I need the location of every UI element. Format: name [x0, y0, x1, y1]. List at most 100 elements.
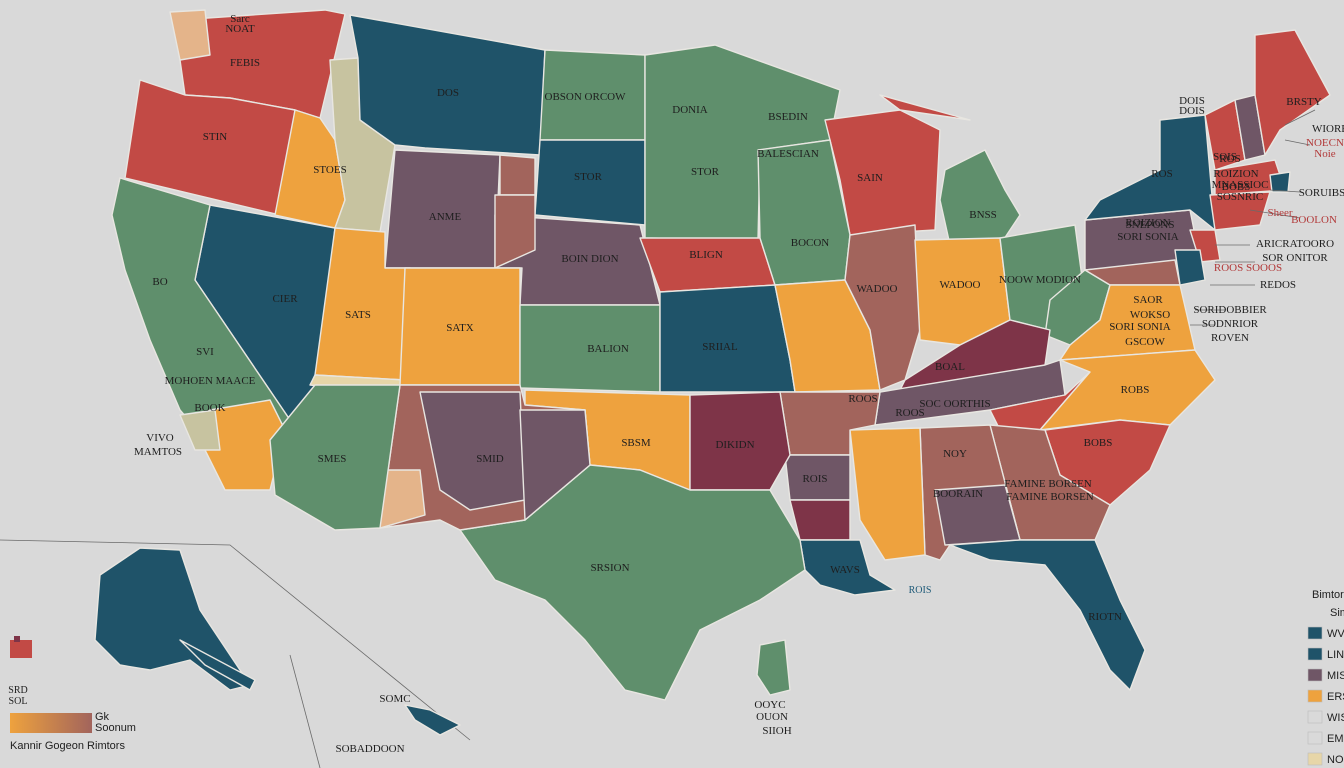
- label-tx: SRSION: [590, 562, 629, 574]
- legend-right-label: ERS: [1327, 691, 1344, 703]
- callout-12: SORIDOBBIER: [1193, 304, 1267, 316]
- legend-gradient-bar: [10, 713, 92, 733]
- state-ak[interactable]: [94, 547, 251, 691]
- legend-right-label: LIN: [1327, 649, 1344, 661]
- state-mi[interactable]: [939, 149, 1021, 246]
- state-ms[interactable]: [849, 427, 926, 561]
- state-me[interactable]: [1254, 29, 1331, 156]
- label-ar2: ROIS: [802, 473, 827, 485]
- label-ny: ROS: [1151, 168, 1172, 180]
- callouts: WIORE NOECN Noie SOIS SORUIBS Sheer BOOL…: [1126, 109, 1344, 344]
- label-nd: OBSON ORCOW: [545, 91, 627, 103]
- state-ny[interactable]: [1084, 114, 1216, 231]
- label-ca-n: BO: [152, 276, 167, 288]
- label-me: BRSTY: [1286, 96, 1322, 108]
- state-mt[interactable]: [349, 14, 546, 156]
- label-ut: SATS: [345, 309, 371, 321]
- states-layer: [111, 9, 1331, 701]
- legend-right-swatch: [1307, 689, 1323, 703]
- legend-right-swatch: [1307, 626, 1323, 640]
- label-ca: BOOK: [194, 402, 225, 414]
- label-co: SATX: [446, 322, 474, 334]
- callout-15: SNEPONS: [1126, 219, 1175, 231]
- callout-7: BOOLON: [1291, 214, 1337, 226]
- callout-9: SOR ONITOR: [1262, 252, 1328, 264]
- callout-6: Sheer: [1267, 207, 1292, 219]
- label-ar: DIKIDN: [715, 439, 754, 451]
- legend-right-label: NOE: [1327, 754, 1344, 766]
- label-la: WAVS: [830, 564, 860, 576]
- callout-3: Noie: [1314, 148, 1336, 160]
- label-ma3: BOBS: [1222, 181, 1251, 193]
- label-ky: BOAL: [935, 361, 965, 373]
- label-pr3: SIIOH: [762, 725, 791, 737]
- callout-line-2: [1284, 139, 1311, 146]
- state-tx[interactable]: [459, 464, 806, 701]
- label-or: STIN: [203, 131, 228, 143]
- state-ca-sw: [179, 409, 221, 451]
- label-ca-w: SVI: [196, 346, 214, 358]
- label-wa-top2: NOAT: [225, 23, 255, 35]
- callout-4: SOIS: [1213, 151, 1237, 163]
- legend-swatch-wine: [14, 636, 20, 642]
- label-sd: STOR: [574, 171, 603, 183]
- label-nc: ROBS: [1121, 384, 1150, 396]
- label-hi: SOMC: [379, 693, 410, 705]
- legend-right-swatch: [1307, 710, 1323, 724]
- state-ok-e: [689, 391, 791, 491]
- legend-right-swatch: [1307, 668, 1323, 682]
- label-ms: NOY: [943, 448, 967, 460]
- state-fl[interactable]: [949, 539, 1146, 691]
- label-sd2: STOR: [691, 166, 720, 178]
- hawaii-inset: [404, 704, 461, 736]
- label-wi2: WADOO: [857, 283, 898, 295]
- label-wa-top: Sarc: [230, 13, 250, 25]
- state-la[interactable]: [799, 539, 896, 596]
- legend-left-label2: Soonum: [95, 722, 136, 734]
- label-pa: ROIZION: [1125, 217, 1170, 229]
- label-ia: BLIGN: [689, 249, 723, 261]
- label-fl: RIOTN: [1088, 611, 1122, 623]
- label-ga2: FAMINE BORSEN: [1006, 491, 1094, 503]
- callout-1: WIORE: [1312, 123, 1344, 135]
- callout-13: SODNRIOR: [1202, 318, 1259, 330]
- alaska-inset: [94, 547, 256, 691]
- state-nm-c: [419, 391, 526, 511]
- label-nv: CIER: [272, 293, 298, 305]
- label-ma2: ROIZION: [1213, 168, 1258, 180]
- state-wy[interactable]: [384, 149, 501, 269]
- label-mt: DOS: [437, 87, 459, 99]
- state-wa-west: [169, 9, 211, 61]
- state-ri: [1269, 171, 1291, 193]
- callout-line-4: [1249, 209, 1301, 219]
- legend-right: Bimtor Sim WV LIN MIS ERS WIS EMS NOE: [1307, 589, 1344, 766]
- legend-right-subtitle: Sim: [1330, 607, 1344, 619]
- label-va: SORI SONIA: [1109, 321, 1170, 333]
- callout-5: SORUIBS: [1299, 187, 1344, 199]
- legend-right-swatch: [1307, 647, 1323, 661]
- label-tn-w: ROOS: [848, 393, 877, 405]
- legend-right-label: WIS: [1327, 712, 1344, 724]
- label-il: BOCON: [791, 237, 830, 249]
- callout-2: NOECN: [1306, 137, 1344, 149]
- state-ak-tail: [179, 639, 256, 691]
- label-az: SMES: [318, 453, 347, 465]
- state-ct[interactable]: [1209, 191, 1271, 231]
- label-sw-left1: SRD: [8, 685, 27, 696]
- label-va2: GSCOW: [1125, 336, 1165, 348]
- state-mo[interactable]: [659, 284, 796, 393]
- state-ia[interactable]: [639, 237, 776, 293]
- label-ak-left2: MAMTOS: [134, 446, 182, 458]
- callout-8: ARICRATOORO: [1256, 238, 1334, 250]
- label-ga: FAMINE BORSEN: [1004, 478, 1092, 490]
- territory-pr[interactable]: [756, 639, 791, 696]
- label-sc: BOBS: [1084, 437, 1113, 449]
- state-wy-se: [499, 154, 536, 196]
- callout-14: ROVEN: [1211, 332, 1249, 344]
- label-tn-b: ROOS: [895, 407, 924, 419]
- callout-16: SAOR: [1133, 294, 1163, 306]
- state-az[interactable]: [269, 384, 401, 531]
- state-hi[interactable]: [404, 704, 461, 736]
- label-ks: BALION: [587, 343, 629, 355]
